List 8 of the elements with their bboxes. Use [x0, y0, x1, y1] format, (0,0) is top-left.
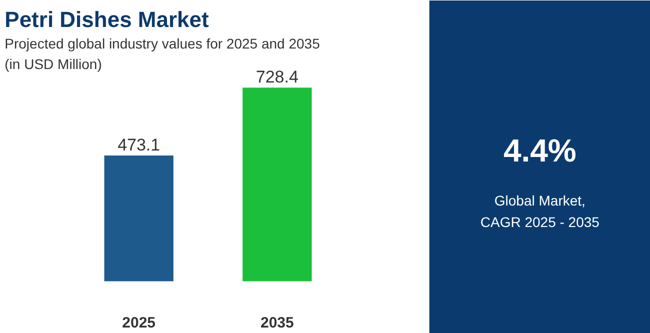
text: 4.4% — [503, 132, 576, 168]
text: CAGR 2025 - 2035 — [480, 214, 600, 230]
chart-title: Petri Dishes Market — [4, 7, 210, 32]
x-tick-label: 2035 — [260, 314, 294, 332]
data-label: 473.1 — [118, 135, 160, 154]
text: Global Market, — [494, 192, 586, 208]
data-label: 728.4 — [256, 68, 298, 87]
x-tick-label: 2025 — [122, 314, 156, 332]
